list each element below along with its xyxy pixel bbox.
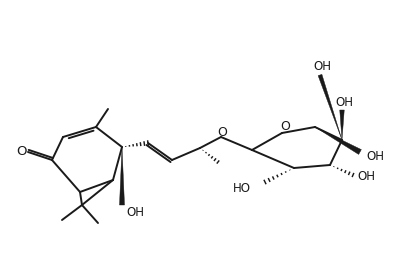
Polygon shape [315,127,361,154]
Polygon shape [120,147,124,205]
Text: HO: HO [233,182,251,195]
Text: OH: OH [366,149,384,162]
Text: OH: OH [357,170,375,183]
Polygon shape [318,74,342,140]
Text: O: O [280,119,290,133]
Text: O: O [217,126,227,139]
Text: OH: OH [126,206,144,219]
Text: O: O [16,145,26,157]
Text: OH: OH [313,60,331,73]
Text: OH: OH [335,96,353,109]
Polygon shape [340,110,344,140]
